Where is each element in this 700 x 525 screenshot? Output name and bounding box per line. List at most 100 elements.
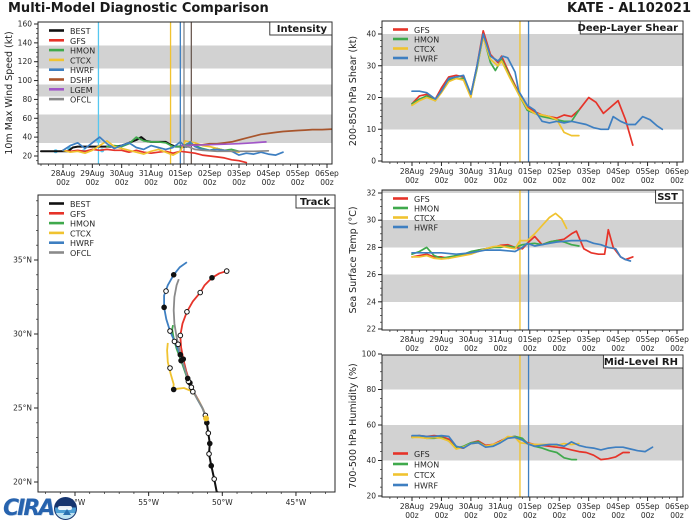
x-tick-hour: 00z (611, 344, 625, 353)
x-tick-day: 04Sep (606, 335, 630, 344)
track-marker (170, 272, 177, 278)
x-tick-hour: 00z (523, 511, 537, 520)
panel-label-box-track (295, 194, 336, 209)
y-tick-label: 20 (366, 93, 376, 102)
series-HWRF (411, 434, 654, 453)
x-tick-day: 28Aug (400, 167, 424, 176)
track-marker (223, 268, 230, 274)
track-marker (205, 430, 212, 436)
legend-label: GFS (70, 37, 86, 46)
y-axis-label: 10m Max Wind Speed (kt) (4, 31, 15, 154)
track-marker (167, 328, 173, 334)
x-tick-day: 31Aug (488, 502, 512, 511)
x-tick-hour: 00z (611, 176, 625, 185)
x-tick-day: 04Sep (606, 167, 630, 176)
x-tick-hour: 00z (670, 511, 684, 520)
legend-label: CTCX (70, 56, 92, 65)
x-tick-day: 28Aug (400, 335, 424, 344)
track-marker (170, 386, 177, 393)
category-band (38, 45, 332, 69)
legend-label: BEST (70, 27, 91, 36)
y-tick-label: 26 (366, 270, 376, 279)
x-tick-day: 02Sep (547, 335, 571, 344)
x-tick-hour: 00z (405, 511, 419, 520)
x-tick-day: 05Sep (636, 502, 660, 511)
track-marker (171, 338, 178, 345)
series-LGEM (180, 141, 267, 147)
category-band (38, 114, 332, 143)
category-band (382, 97, 683, 130)
x-tick-day: 01Sep (518, 167, 542, 176)
x-tick-day: 03Sep (227, 169, 251, 178)
panel-shear: 01020304028Aug00z29Aug00z30Aug00z31Aug00… (348, 20, 689, 185)
x-tick-day: 02Sep (547, 502, 571, 511)
track-marker (184, 309, 190, 315)
panel-label-track: Track (300, 197, 330, 208)
track-marker (206, 451, 212, 457)
x-tick-hour: 00z (291, 178, 305, 187)
x-tick-day: 02Sep (198, 169, 222, 178)
x-tick-hour: 00z (582, 511, 596, 520)
legend-label: GFS (414, 26, 430, 35)
x-tick-hour: 00z (86, 178, 100, 187)
track-OFCL (172, 278, 207, 416)
y-axis-label: Sea Surface Temp (°C) (348, 206, 359, 313)
x-tick-hour: 00z (232, 178, 246, 187)
x-tick-hour: 00z (641, 511, 655, 520)
x-tick-day: 05Sep (636, 335, 660, 344)
panel-sst: 22242628303228Aug00z29Aug00z30Aug00z31Au… (348, 189, 689, 354)
category-band (382, 34, 683, 66)
track-marker (206, 440, 213, 447)
series-HWRF (411, 33, 664, 131)
track-marker (190, 388, 196, 395)
y-tick-label: 20 (366, 492, 376, 501)
panel-label-rh: Mid-Level RH (604, 357, 678, 368)
legend-label: OFCL (70, 249, 91, 258)
cira-logo: CIRA (3, 497, 78, 520)
x-tick-day: 31Aug (139, 169, 163, 178)
legend-label: HWRF (414, 224, 438, 233)
y-tick-label: 20 (22, 152, 32, 161)
panel-intensity: 2040608010012014016028Aug00z29Aug00z30Au… (4, 19, 339, 187)
x-tick-hour: 00z (494, 176, 508, 185)
legend-label: GFS (70, 210, 86, 219)
x-tick-hour: 00z (174, 178, 188, 187)
legend-label: HMON (70, 47, 95, 56)
y-tick-label: 80 (366, 385, 376, 394)
lat-tick-label: 30°N (13, 330, 32, 339)
panel-label-sst: SST (657, 192, 678, 203)
x-tick-day: 31Aug (488, 167, 512, 176)
storm-title: KATE - AL102021 (567, 1, 691, 16)
y-tick-label: 40 (366, 30, 376, 39)
x-tick-day: 02Sep (547, 167, 571, 176)
y-tick-label: 30 (366, 216, 376, 225)
x-tick-hour: 00z (670, 176, 684, 185)
category-band (382, 274, 683, 302)
legend-label: CTCX (414, 45, 436, 54)
y-tick-label: 30 (366, 61, 376, 70)
lat-tick-label: 20°N (13, 478, 32, 487)
x-tick-day: 28Aug (400, 502, 424, 511)
x-tick-hour: 00z (405, 344, 419, 353)
x-tick-day: 30Aug (459, 335, 483, 344)
panel-label-intensity: Intensity (277, 24, 328, 35)
legend-label: HMON (70, 220, 95, 229)
series-HWRF (411, 239, 632, 262)
x-tick-hour: 00z (494, 344, 508, 353)
legend-label: HWRF (70, 66, 94, 75)
legend-label: HWRF (70, 239, 94, 248)
x-tick-day: 31Aug (488, 335, 512, 344)
x-tick-day: 04Sep (606, 502, 630, 511)
series-OFCL (183, 144, 270, 153)
x-tick-hour: 00z (670, 344, 684, 353)
x-tick-hour: 00z (464, 511, 478, 520)
x-tick-hour: 00z (115, 178, 129, 187)
series-CTCX (411, 212, 568, 260)
x-tick-hour: 00z (464, 176, 478, 185)
x-tick-hour: 00z (523, 176, 537, 185)
track-HWRF (163, 261, 207, 416)
